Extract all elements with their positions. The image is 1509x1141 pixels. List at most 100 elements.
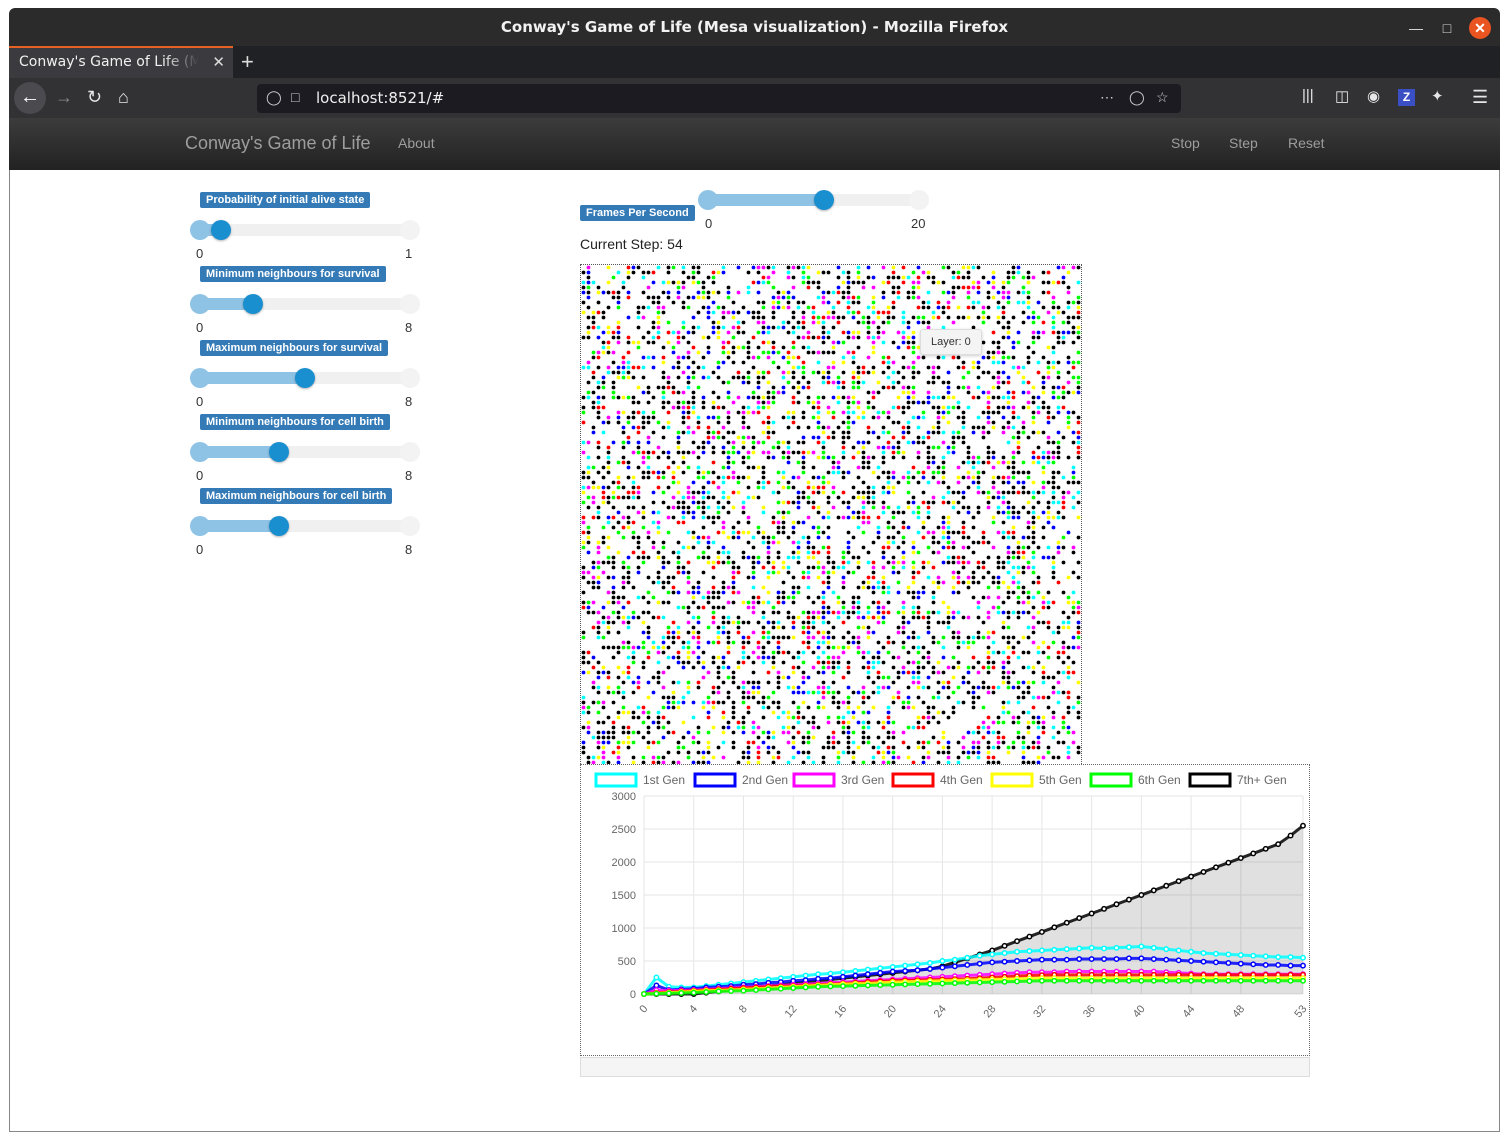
url-text[interactable]: localhost:8521/# — [316, 89, 445, 107]
series-point — [765, 986, 772, 993]
series-point — [1175, 947, 1182, 954]
browser-tab[interactable]: Conway's Game of Life (Mesa visualizatio… — [9, 46, 233, 78]
step-button[interactable]: Step — [1229, 135, 1258, 151]
page-icon: □ — [291, 89, 300, 105]
param-slider-handle[interactable] — [211, 220, 231, 240]
legend-label: 1st Gen — [643, 773, 685, 787]
series-point — [827, 983, 834, 990]
param-slider[interactable] — [190, 516, 420, 536]
legend-swatch — [891, 772, 935, 788]
series-point — [1063, 977, 1070, 984]
series-point — [939, 958, 946, 964]
series-point — [1038, 929, 1045, 935]
fps-slider[interactable] — [698, 190, 929, 210]
param-label: Maximum neighbours for cell birth — [200, 488, 393, 504]
param-slider-handle[interactable] — [268, 516, 289, 536]
series-point — [665, 990, 672, 997]
series-point — [902, 962, 909, 969]
param-slider[interactable] — [190, 294, 420, 314]
close-tab-icon[interactable]: ✕ — [212, 54, 225, 71]
param-slider[interactable] — [190, 442, 420, 462]
library-icon[interactable]: ||| — [1302, 87, 1314, 104]
back-icon[interactable]: ← — [14, 82, 46, 114]
series-point — [1200, 977, 1207, 984]
series-point — [1287, 954, 1294, 960]
param-label: Minimum neighbours for cell birth — [200, 414, 390, 430]
series-point — [1225, 960, 1232, 966]
series-point — [902, 981, 909, 988]
cell-grid[interactable] — [581, 265, 1081, 765]
series-point — [964, 962, 971, 968]
series-point — [802, 972, 809, 979]
param-slider-handle[interactable] — [242, 294, 263, 314]
series-point — [1138, 943, 1145, 950]
legend-label: 7th+ Gen — [1237, 773, 1287, 787]
bookmark-star-icon[interactable]: ☆ — [1156, 89, 1169, 105]
legend-label: 6th Gen — [1138, 773, 1181, 787]
series-point — [1001, 942, 1008, 949]
menu-icon[interactable]: ☰ — [1472, 87, 1489, 107]
address-bar[interactable]: ◯ □ localhost:8521/# ⋯ ◯ ☆ — [257, 84, 1181, 113]
more-actions-icon[interactable]: ⋯ — [1100, 89, 1114, 105]
series-point — [914, 961, 921, 968]
x-tick-label: 40 — [1131, 1003, 1148, 1020]
series-point — [951, 980, 958, 987]
minimize-icon[interactable]: — — [1409, 20, 1423, 36]
grid-canvas[interactable] — [580, 264, 1082, 766]
series-point — [1163, 956, 1170, 963]
series-point — [827, 970, 834, 977]
series-point — [1063, 946, 1070, 953]
series-point — [989, 959, 996, 966]
new-tab-icon[interactable]: + — [241, 49, 254, 74]
current-step: Current Step: 54 — [580, 236, 683, 252]
series-point — [939, 980, 946, 987]
sidebar-icon[interactable]: ◫ — [1335, 88, 1350, 105]
series-point — [641, 991, 647, 997]
series-point — [1262, 977, 1269, 984]
series-point — [1038, 977, 1045, 984]
forward-icon[interactable]: → — [55, 87, 73, 107]
about-link[interactable]: About — [398, 135, 435, 151]
series-point — [1163, 882, 1170, 889]
legend-swatch — [693, 772, 737, 788]
param-slider[interactable] — [190, 220, 420, 240]
param-max: 8 — [405, 542, 413, 557]
param-slider[interactable] — [190, 368, 420, 388]
series-point — [1300, 954, 1306, 961]
shield-icon[interactable]: ◯ — [266, 89, 282, 105]
series-point — [1088, 910, 1095, 917]
series-point — [914, 981, 921, 988]
series-point — [1262, 962, 1269, 968]
stop-button[interactable]: Stop — [1171, 135, 1200, 151]
pocket-icon[interactable]: ◯ — [1129, 89, 1145, 105]
reset-button[interactable]: Reset — [1288, 135, 1325, 151]
series-point — [889, 968, 896, 975]
x-tick-label: 44 — [1180, 1003, 1197, 1020]
param-slider-handle[interactable] — [268, 442, 289, 462]
legend-swatch — [1188, 772, 1232, 788]
chart-footer-bar — [580, 1057, 1310, 1077]
series-point — [1188, 977, 1195, 984]
account-icon[interactable]: ◉ — [1367, 88, 1381, 105]
series-point — [864, 966, 871, 973]
series-point — [1188, 948, 1195, 955]
param-min: 0 — [196, 394, 204, 409]
param-slider-handle[interactable] — [295, 368, 315, 388]
param-min: 0 — [196, 320, 204, 335]
app-brand[interactable]: Conway's Game of Life — [185, 133, 371, 153]
series-point — [839, 973, 846, 980]
series-point — [964, 979, 971, 986]
close-window-icon[interactable]: ✕ — [1469, 17, 1491, 39]
zotero-icon[interactable]: Z — [1398, 89, 1415, 106]
home-icon[interactable]: ⌂ — [118, 87, 129, 107]
extension-icon[interactable]: ✦ — [1431, 88, 1444, 105]
series-point — [1275, 954, 1282, 960]
chart-panel: 0 500 1000 1500 2000 2500 3000 0 4 8 12 16 20 24 28 32 3… — [580, 764, 1310, 1056]
fps-slider-handle[interactable] — [814, 190, 835, 210]
series-point — [1113, 944, 1120, 951]
series-point — [815, 975, 822, 982]
series-point — [1175, 957, 1182, 964]
series-point — [1150, 956, 1157, 962]
reload-icon[interactable]: ↻ — [87, 87, 103, 107]
maximize-icon[interactable]: □ — [1442, 20, 1452, 36]
